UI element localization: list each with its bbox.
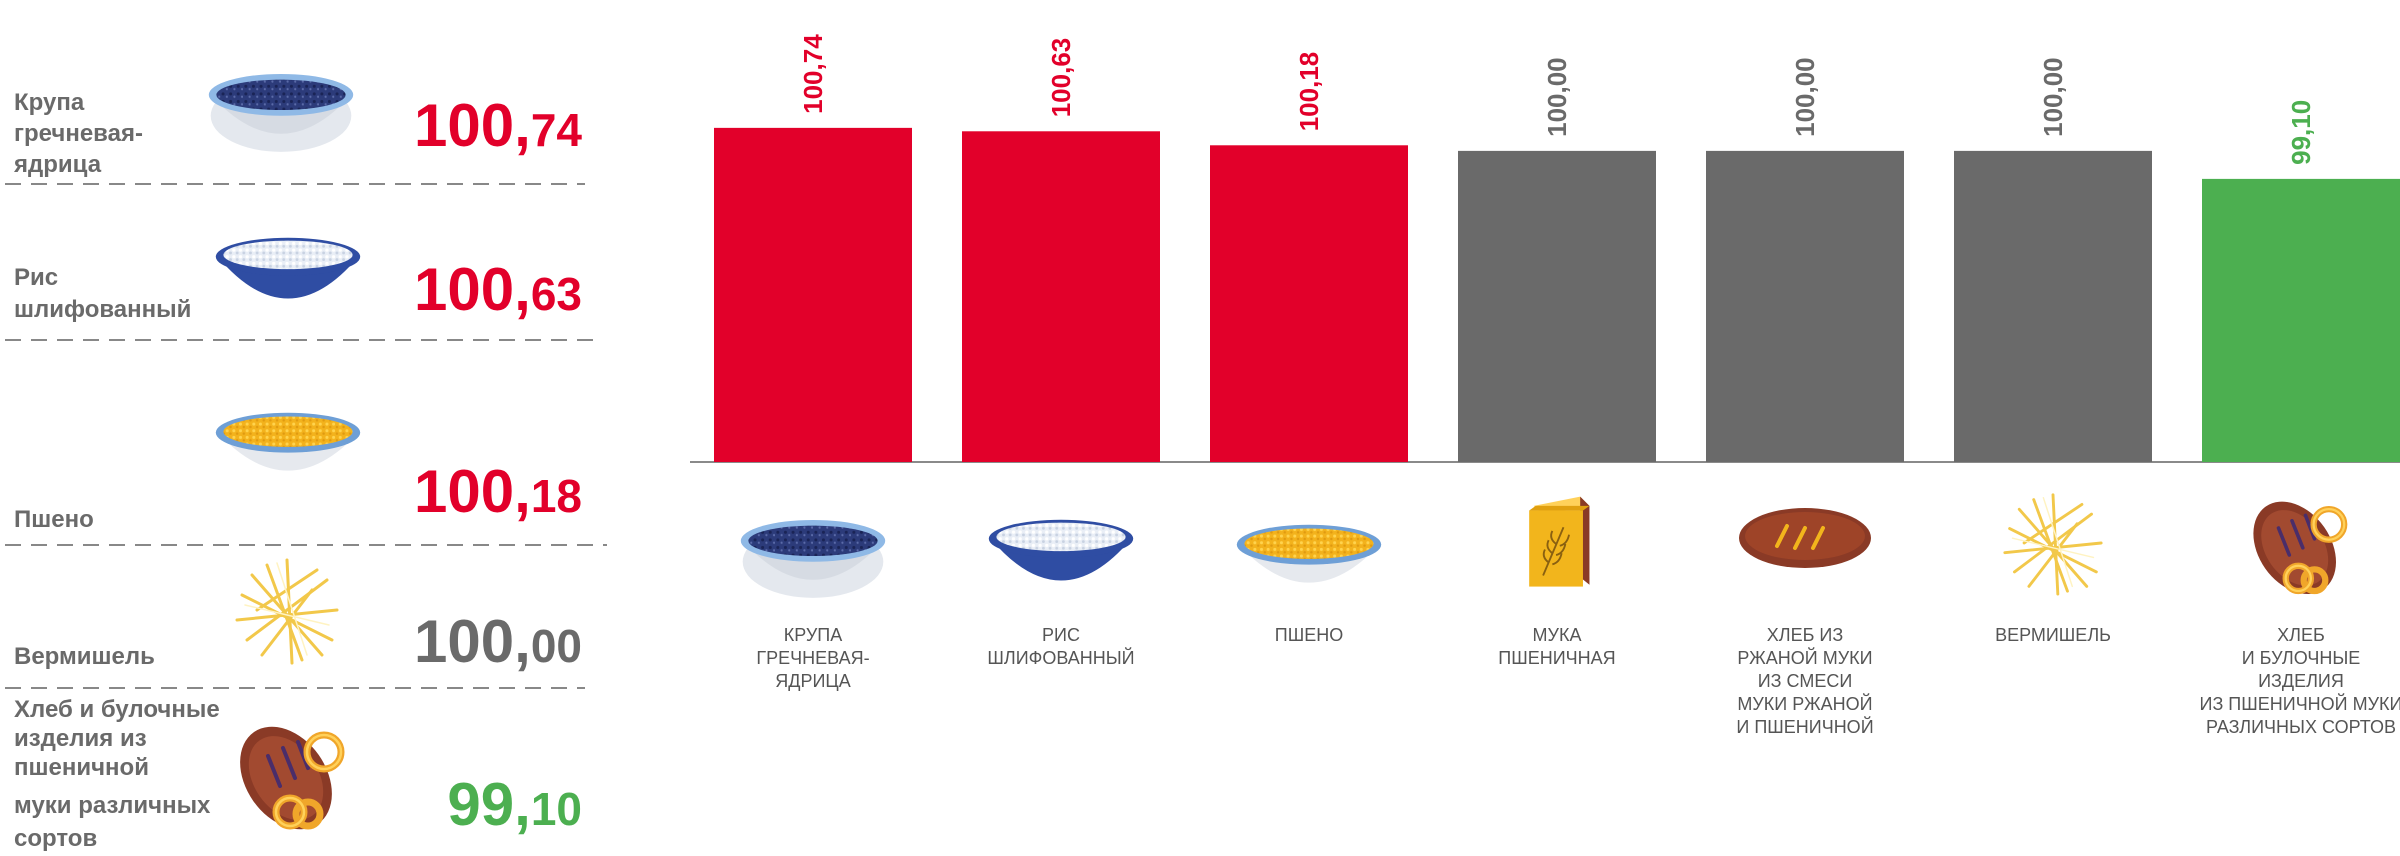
category-icons [740,486,2353,610]
category-label-line: МУКИ РЖАНОЙ [1737,693,1872,714]
label-line: сортов [14,825,97,852]
bar-value-label: 100,00 [2038,57,2068,137]
label-line: Крупа [14,89,85,116]
bar-value-label: 100,00 [1542,57,1572,137]
left-row-label: Рис [14,264,58,291]
left-row-label: муки различных [14,792,211,819]
left-row-label: Крупа [14,89,85,116]
value-dec: 63 [531,268,582,320]
bar-chart: 100,74 100,63 100,18 100,00 100,00 100,00 99,1… [690,34,2400,737]
bar [962,131,1160,463]
category-label-line: ХЛЕБ ИЗ [1767,625,1843,645]
bar [1706,150,1904,462]
vermicelli-icon [235,558,339,665]
value-dec: 10 [531,783,582,835]
value-int: 100, [414,256,531,323]
bread-pretzel-icon [221,709,351,847]
bars [714,127,2400,463]
left-row-value: 100,63 [414,256,582,323]
bar [1210,145,1408,463]
left-row-label: шлифованный [14,296,191,323]
left-row-label: Хлеб и булочные [14,696,220,723]
left-row-value: 100,18 [414,458,582,525]
value-int: 100, [414,92,531,159]
vermicelli-icon [2003,493,2103,596]
value-int: 100, [414,608,531,675]
category-label-line: ХЛЕБ [2277,625,2325,645]
left-row-vermicelli: Вермишель 100,00 [5,558,585,689]
bar-value-label: 100,18 [1294,52,1324,132]
label-line: Рис [14,264,58,291]
label-line: шлифованный [14,296,191,323]
rice-bowl-icon [988,519,1134,581]
bar [714,127,912,462]
category-label-line: ПШЕНО [1275,625,1343,645]
value-dec: 00 [531,620,582,672]
bar [1954,150,2152,462]
label-line: Хлеб и булочные [14,696,220,723]
value-int: 99, [447,771,530,838]
left-row-label: пшеничной [14,754,149,781]
left-row-buckwheat: Крупа гречневая- ядрица 100,74 [5,73,585,185]
buckwheat-bowl-icon [208,73,354,152]
value-labels: 100,74 100,63 100,18 100,00 100,00 100,00 99,1… [798,34,2316,165]
category-label-line: ИЗ ПШЕНИЧНОЙ МУКИ [2200,693,2400,714]
category-label-line: И БУЛОЧНЫЕ [2242,648,2361,668]
flour-pack-icon [1528,495,1591,588]
left-row-bread-pretzel: Хлеб и булочные изделия из пшеничной мук… [14,696,582,852]
category-label-line: РАЗЛИЧНЫХ СОРТОВ [2206,717,2396,737]
bar-value-label: 100,00 [1790,57,1820,137]
category-label-line: ПШЕНИЧНАЯ [1498,648,1615,668]
category-label-line: ВЕРМИШЕЛЬ [1995,625,2111,645]
value-dec: 18 [531,470,582,522]
left-row-label: изделия из [14,725,147,752]
value-dec: 74 [531,104,583,156]
label-line: ядрица [13,151,102,178]
category-label-line: И ПШЕНИЧНОЙ [1736,716,1873,737]
left-row-millet: Пшено 100,18 [5,412,607,546]
category-label-line: ИЗ СМЕСИ [1758,671,1853,691]
bread-pretzel-icon [2236,486,2353,610]
category-label-line: МУКА [1533,625,1582,645]
rice-bowl-icon [215,237,361,299]
millet-bowl-icon [1236,524,1382,583]
bar [1458,150,1656,462]
category-label-line: РЖАНОЙ МУКИ [1737,647,1872,668]
rye-bread-icon [1737,506,1873,570]
label-line: муки различных [14,792,211,819]
left-row-value: 100,00 [414,608,582,675]
category-label-line: РИС [1042,625,1080,645]
buckwheat-bowl-icon [740,519,886,598]
category-label-line: КРУПА [784,625,842,645]
label-line: пшеничной [14,754,149,781]
category-label-line: ИЗДЕЛИЯ [2258,671,2344,691]
left-row-label: Пшено [14,506,94,533]
value-int: 100, [414,458,531,525]
left-row-label: сортов [14,825,97,852]
left-row-label: Вермишель [14,643,155,670]
left-list: Крупа гречневая- ядрица 100,74 Рис шлифо… [5,73,607,852]
label-line: Пшено [14,506,94,533]
left-row-value: 100,74 [414,92,582,159]
category-label-line: ШЛИФОВАННЫЙ [987,647,1134,668]
bar [2202,178,2400,462]
bar-value-label: 100,74 [798,34,828,114]
millet-bowl-icon [215,412,361,471]
left-row-value: 99,10 [447,771,582,838]
bar-value-label: 100,63 [1046,38,1076,118]
label-line: Вермишель [14,643,155,670]
category-label-line: ЯДРИЦА [775,671,850,691]
left-row-label: ядрица [13,151,102,178]
left-row-rice: Рис шлифованный 100,63 [5,237,603,341]
label-line: изделия из [14,725,147,752]
left-row-label: гречневая- [14,120,143,147]
bar-value-label: 99,10 [2286,100,2316,165]
category-label-line: ГРЕЧНЕВАЯ- [756,648,869,668]
label-line: гречневая- [14,120,143,147]
